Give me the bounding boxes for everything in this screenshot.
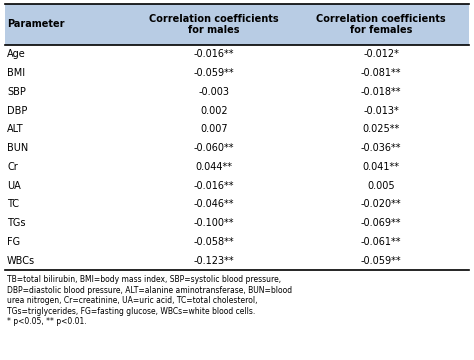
Text: -0.059**: -0.059** bbox=[361, 256, 401, 266]
Text: -0.016**: -0.016** bbox=[193, 49, 234, 59]
Text: -0.059**: -0.059** bbox=[193, 68, 234, 78]
Text: -0.100**: -0.100** bbox=[193, 218, 234, 228]
Text: 0.007: 0.007 bbox=[200, 124, 228, 134]
Text: ALT: ALT bbox=[7, 124, 24, 134]
Text: Age: Age bbox=[7, 49, 26, 59]
Text: 0.044**: 0.044** bbox=[195, 162, 232, 172]
Bar bbox=[5, 4, 469, 45]
Text: -0.060**: -0.060** bbox=[193, 143, 234, 153]
Text: SBP: SBP bbox=[7, 87, 26, 97]
Bar bbox=[5, 64, 469, 82]
Text: 0.041**: 0.041** bbox=[363, 162, 400, 172]
Text: Correlation coefficients
for females: Correlation coefficients for females bbox=[316, 14, 446, 35]
Text: -0.081**: -0.081** bbox=[361, 68, 401, 78]
Text: -0.018**: -0.018** bbox=[361, 87, 401, 97]
Text: Cr: Cr bbox=[7, 162, 18, 172]
Bar bbox=[5, 120, 469, 139]
Text: Parameter: Parameter bbox=[7, 19, 64, 29]
Bar bbox=[5, 82, 469, 101]
Text: TC: TC bbox=[7, 199, 19, 210]
Text: -0.003: -0.003 bbox=[198, 87, 229, 97]
Bar bbox=[5, 233, 469, 251]
Bar bbox=[5, 251, 469, 270]
Bar bbox=[5, 139, 469, 158]
Text: -0.123**: -0.123** bbox=[193, 256, 234, 266]
Text: TGs: TGs bbox=[7, 218, 26, 228]
Text: TB=total bilirubin, BMI=body mass index, SBP=systolic blood pressure,
DBP=diasto: TB=total bilirubin, BMI=body mass index,… bbox=[7, 275, 292, 326]
Text: BMI: BMI bbox=[7, 68, 25, 78]
Text: -0.046**: -0.046** bbox=[193, 199, 234, 210]
Text: -0.020**: -0.020** bbox=[361, 199, 401, 210]
Text: 0.002: 0.002 bbox=[200, 105, 228, 116]
Text: -0.013*: -0.013* bbox=[363, 105, 399, 116]
Text: BUN: BUN bbox=[7, 143, 28, 153]
Text: -0.061**: -0.061** bbox=[361, 237, 401, 247]
Bar bbox=[5, 45, 469, 64]
Text: FG: FG bbox=[7, 237, 20, 247]
Text: 0.025**: 0.025** bbox=[363, 124, 400, 134]
Text: DBP: DBP bbox=[7, 105, 27, 116]
Bar bbox=[5, 101, 469, 120]
Bar bbox=[5, 195, 469, 214]
Text: Correlation coefficients
for males: Correlation coefficients for males bbox=[149, 14, 279, 35]
Text: -0.016**: -0.016** bbox=[193, 181, 234, 191]
Text: -0.058**: -0.058** bbox=[193, 237, 234, 247]
Bar bbox=[5, 176, 469, 195]
Bar bbox=[5, 214, 469, 233]
Text: -0.069**: -0.069** bbox=[361, 218, 401, 228]
Text: WBCs: WBCs bbox=[7, 256, 35, 266]
Text: -0.036**: -0.036** bbox=[361, 143, 401, 153]
Text: 0.005: 0.005 bbox=[367, 181, 395, 191]
Text: UA: UA bbox=[7, 181, 21, 191]
Bar bbox=[5, 158, 469, 176]
Text: -0.012*: -0.012* bbox=[363, 49, 399, 59]
